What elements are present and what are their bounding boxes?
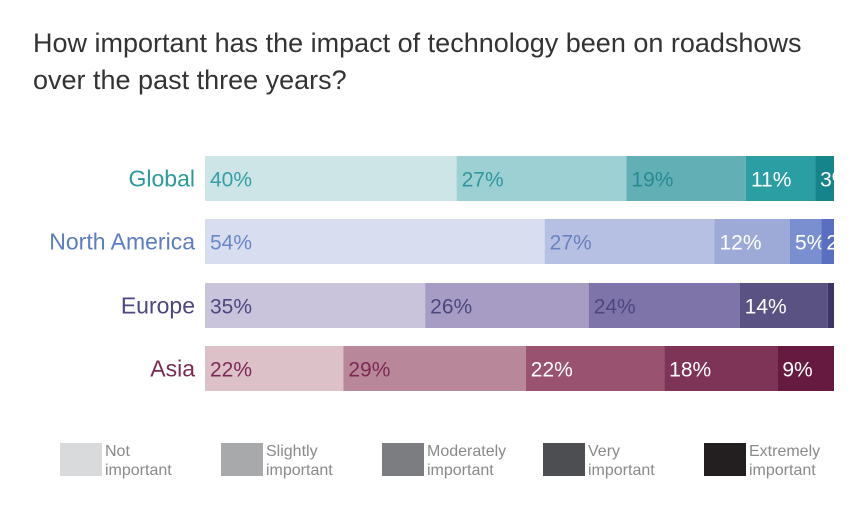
bar-segment-europe-moderately-important — [588, 283, 740, 328]
legend-label-slightly-important: Slightly important — [266, 442, 376, 480]
legend-swatch-not-important — [60, 443, 102, 476]
legend: Not important Slightly important Moderat… — [60, 443, 860, 493]
legend-label-very-important: Very important — [588, 442, 698, 480]
data-label-asia-extremely-important: 9% — [782, 359, 812, 382]
bar-segment-europe-very-important — [739, 283, 828, 328]
data-label-global-slightly-important: 27% — [462, 169, 504, 192]
category-label-north-america: North America — [49, 229, 195, 255]
data-label-asia-not-important: 22% — [210, 359, 252, 382]
legend-label-line2: important — [588, 462, 655, 479]
legend-label-line1: Very — [588, 443, 621, 460]
legend-label-line1: Extremely — [749, 443, 821, 460]
bar-segment-north-america-not-important — [205, 219, 545, 264]
category-label-asia: Asia — [150, 356, 195, 382]
data-label-north-america-not-important: 54% — [210, 232, 252, 255]
category-label-global: Global — [129, 166, 195, 192]
bar-segment-europe-extremely-important — [827, 283, 834, 328]
bar-segment-global-extremely-important — [815, 156, 834, 201]
bar-segment-north-america-slightly-important — [544, 219, 715, 264]
bar-segment-global-not-important — [205, 156, 457, 201]
data-label-europe-not-important: 35% — [210, 296, 252, 319]
data-label-europe-extremely-important: 1% — [833, 296, 863, 319]
data-label-europe-very-important: 14% — [745, 296, 787, 319]
data-label-asia-very-important: 18% — [669, 359, 711, 382]
legend-label-line2: important — [749, 462, 816, 479]
legend-swatch-moderately-important — [382, 443, 424, 476]
legend-swatch-extremely-important — [704, 443, 746, 476]
bar-segment-asia-slightly-important — [343, 346, 526, 391]
legend-label-line2: important — [427, 462, 494, 479]
bar-segment-asia-very-important — [664, 346, 778, 391]
bar-segment-north-america-very-important — [789, 219, 822, 264]
bar-segment-north-america-extremely-important — [821, 219, 834, 264]
bar-segment-global-slightly-important — [456, 156, 627, 201]
data-label-global-not-important: 40% — [210, 169, 252, 192]
legend-label-moderately-important: Moderately important — [427, 442, 537, 480]
legend-label-line1: Moderately — [427, 443, 507, 460]
bar-segment-north-america-moderately-important — [714, 219, 790, 264]
legend-label-extremely-important: Extremely important — [749, 442, 859, 480]
legend-label-not-important: Not important — [105, 442, 215, 480]
chart-title-line2: over the past three years? — [33, 65, 347, 95]
data-label-global-moderately-important: 19% — [631, 169, 673, 192]
data-label-asia-slightly-important: 29% — [348, 359, 390, 382]
chart-title: How important has the impact of technolo… — [33, 25, 853, 99]
bar-segment-europe-not-important — [205, 283, 426, 328]
legend-label-line1: Not — [105, 443, 130, 460]
bar-segment-asia-not-important — [205, 346, 344, 391]
data-label-asia-moderately-important: 22% — [531, 359, 573, 382]
bar-segment-global-moderately-important — [626, 156, 746, 201]
data-label-north-america-moderately-important: 12% — [719, 232, 761, 255]
legend-swatch-very-important — [543, 443, 585, 476]
stacked-bar-chart: Global 40% 27% 19% 11% 3% North America 54% 27% 1… — [49, 156, 863, 391]
data-label-europe-moderately-important: 24% — [594, 296, 636, 319]
data-label-north-america-slightly-important: 27% — [550, 232, 592, 255]
legend-label-line1: Slightly — [266, 443, 318, 460]
data-label-north-america-extremely-important: 2% — [826, 232, 856, 255]
data-label-global-very-important: 11% — [751, 169, 791, 192]
bar-segment-global-very-important — [745, 156, 816, 201]
data-label-global-extremely-important: 3% — [820, 169, 850, 192]
legend-swatch-slightly-important — [221, 443, 263, 476]
data-label-europe-slightly-important: 26% — [430, 296, 472, 319]
bar-segment-europe-slightly-important — [425, 283, 589, 328]
bar-segment-asia-extremely-important — [777, 346, 834, 391]
category-label-europe: Europe — [121, 293, 195, 319]
data-label-north-america-very-important: 5% — [795, 232, 825, 255]
chart-title-line1: How important has the impact of technolo… — [33, 28, 802, 58]
bar-segment-asia-moderately-important — [525, 346, 665, 391]
legend-label-line2: important — [266, 462, 333, 479]
legend-label-line2: important — [105, 462, 172, 479]
